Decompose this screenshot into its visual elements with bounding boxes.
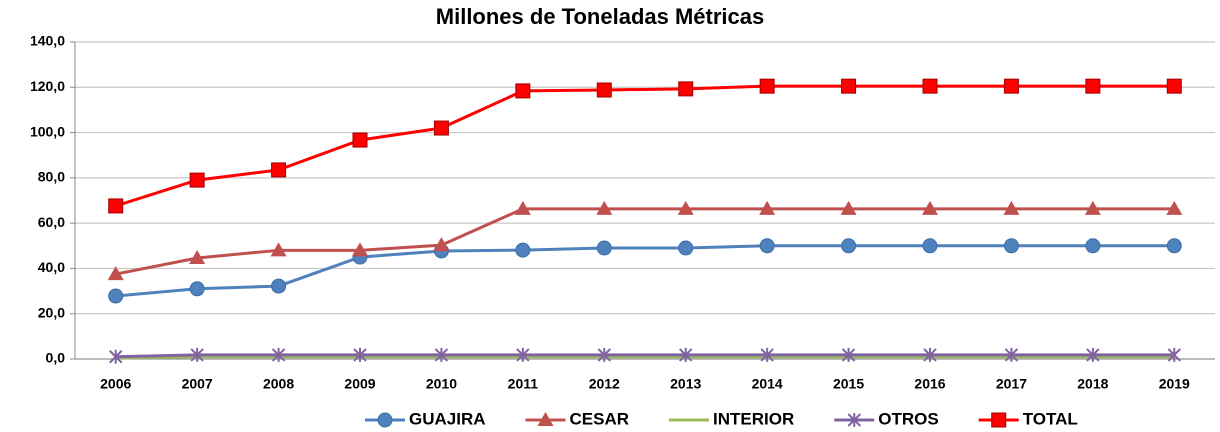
marker (352, 132, 368, 148)
marker (922, 78, 938, 94)
marker (109, 349, 123, 364)
marker (596, 240, 612, 256)
marker (760, 347, 774, 362)
x-tick-label: 2015 (833, 376, 864, 392)
legend-label: GUAJIRA (409, 409, 486, 428)
x-tick-label: 2012 (589, 376, 620, 392)
series-line (115, 244, 1175, 298)
marker (1085, 238, 1101, 254)
marker (596, 200, 613, 215)
y-tick-label: 60,0 (38, 214, 65, 230)
marker (1084, 200, 1101, 215)
marker (1003, 78, 1019, 94)
x-tick-label: 2008 (263, 376, 294, 392)
x-tick-label: 2016 (914, 376, 945, 392)
marker (597, 347, 611, 362)
x-tick-label: 2010 (426, 376, 457, 392)
marker (271, 162, 287, 178)
marker (514, 200, 531, 215)
y-tick-label: 40,0 (38, 259, 65, 275)
x-tick-label: 2006 (100, 376, 131, 392)
marker (596, 82, 612, 98)
marker (922, 238, 938, 254)
marker (991, 412, 1007, 428)
x-tick-label: 2007 (182, 376, 213, 392)
series-line (115, 207, 1175, 276)
marker (271, 278, 287, 294)
marker (841, 78, 857, 94)
marker (1166, 78, 1182, 94)
x-tick-label: 2011 (508, 376, 539, 392)
marker (677, 200, 694, 215)
y-tick-label: 80,0 (38, 169, 65, 185)
x-tick-label: 2019 (1159, 376, 1190, 392)
marker (270, 242, 287, 257)
marker (1086, 347, 1100, 362)
legend-label: CESAR (570, 409, 630, 428)
legend-label: INTERIOR (713, 409, 794, 428)
marker (515, 242, 531, 258)
marker (840, 200, 857, 215)
marker (922, 200, 938, 215)
chart-title: Millones de Toneladas Métricas (436, 4, 764, 29)
marker (352, 242, 368, 257)
marker (433, 237, 450, 252)
y-tick-label: 0,0 (46, 350, 66, 366)
marker (1003, 238, 1019, 254)
marker (377, 412, 393, 428)
marker (433, 120, 449, 136)
series-line (115, 355, 1175, 360)
marker (1003, 200, 1020, 215)
marker (847, 413, 861, 427)
x-tick-label: 2009 (344, 376, 375, 392)
marker (107, 266, 124, 281)
marker (189, 281, 205, 297)
legend-label: OTROS (878, 409, 938, 428)
marker (434, 347, 449, 362)
marker (516, 347, 530, 362)
series-line (115, 353, 1175, 359)
marker (759, 200, 776, 215)
x-tick-label: 2018 (1077, 376, 1108, 392)
marker (1166, 200, 1183, 215)
marker (678, 81, 694, 97)
marker (1004, 347, 1019, 362)
x-tick-label: 2014 (752, 376, 783, 392)
marker (190, 347, 204, 362)
marker (1085, 78, 1101, 94)
marker (1166, 238, 1182, 254)
legend-label: TOTAL (1023, 409, 1078, 428)
y-tick-label: 140,0 (30, 33, 65, 49)
marker (515, 83, 531, 99)
x-tick-label: 2017 (996, 376, 1027, 392)
marker (353, 347, 367, 362)
legend: GUAJIRA CESAR INTERIOR OTROS TOTAL (365, 409, 1078, 428)
marker (678, 240, 694, 256)
marker (108, 288, 124, 304)
marker (1167, 347, 1181, 362)
marker (759, 78, 775, 94)
marker (923, 347, 937, 362)
series-line (115, 84, 1175, 208)
marker (537, 412, 554, 426)
marker (108, 198, 124, 214)
marker (759, 238, 775, 254)
marker (189, 250, 206, 265)
marker (841, 238, 857, 254)
marker (189, 172, 205, 188)
y-tick-label: 20,0 (38, 304, 65, 320)
marker (271, 347, 286, 362)
x-tick-label: 2013 (670, 376, 701, 392)
y-tick-label: 100,0 (30, 123, 65, 139)
marker (841, 347, 856, 362)
marker (679, 347, 693, 362)
y-tick-label: 120,0 (30, 78, 65, 94)
